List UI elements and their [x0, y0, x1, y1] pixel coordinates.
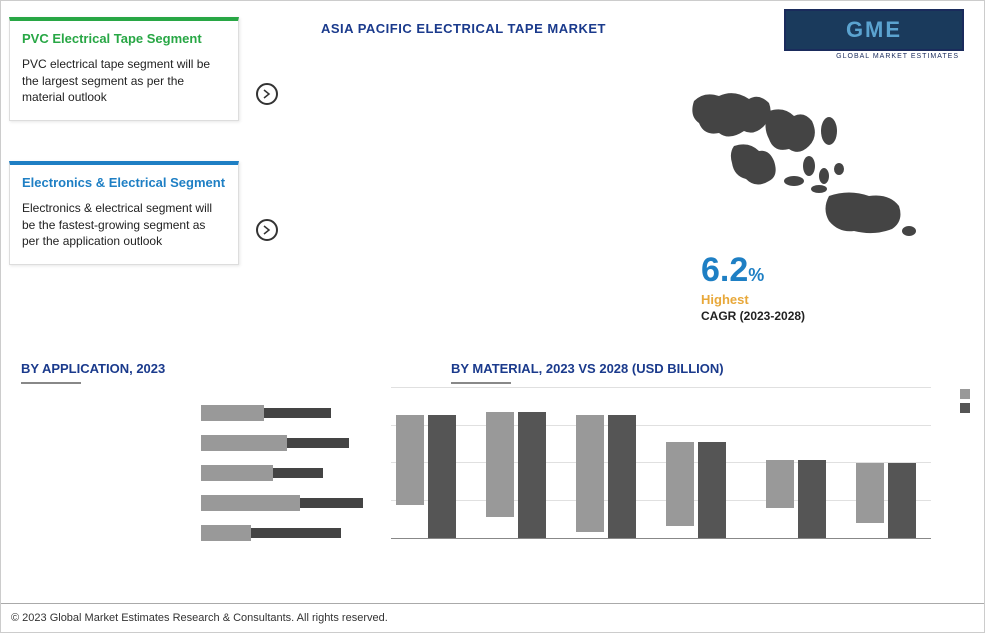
- cagr-value: 6.2%: [701, 251, 805, 290]
- card-title: Electronics & Electrical Segment: [22, 175, 226, 192]
- section-title-material: BY MATERIAL, 2023 VS 2028 (USD BILLION): [451, 361, 724, 384]
- hbar-row: [21, 491, 381, 515]
- segment-card-pvc: PVC Electrical Tape Segment PVC electric…: [9, 17, 239, 121]
- segment-card-electronics: Electronics & Electrical Segment Electro…: [9, 161, 239, 265]
- page-title: ASIA PACIFIC ELECTRICAL TAPE MARKET: [321, 21, 606, 36]
- material-bar-chart: [381, 389, 951, 569]
- bar-group: [851, 463, 921, 538]
- asia-pacific-map: [674, 81, 934, 241]
- divider: [1, 603, 984, 604]
- bar-group: [761, 460, 831, 538]
- chart-legend: [960, 389, 970, 417]
- chevron-right-icon: [256, 219, 278, 241]
- copyright: © 2023 Global Market Estimates Research …: [11, 612, 388, 624]
- section-title-application: BY APPLICATION, 2023: [21, 361, 165, 384]
- hbar-row: [21, 431, 381, 455]
- application-bar-chart: [21, 401, 381, 551]
- bar-group: [391, 415, 461, 538]
- logo-subtitle: GLOBAL MARKET ESTIMATES: [836, 53, 959, 60]
- cagr-stat: 6.2% Highest CAGR (2023-2028): [701, 251, 805, 323]
- card-body: Electronics & electrical segment will be…: [22, 200, 226, 250]
- card-body: PVC electrical tape segment will be the …: [22, 56, 226, 106]
- card-title: PVC Electrical Tape Segment: [22, 31, 226, 48]
- bar-group: [571, 415, 641, 538]
- cagr-label: Highest: [701, 292, 805, 307]
- hbar-row: [21, 461, 381, 485]
- cagr-sub: CAGR (2023-2028): [701, 309, 805, 323]
- chart-plot-area: [391, 389, 931, 539]
- logo-text: GME: [846, 17, 902, 43]
- bar-group: [661, 442, 731, 538]
- logo: GME: [784, 9, 964, 51]
- bar-group: [481, 412, 551, 538]
- hbar-row: [21, 521, 381, 545]
- legend-item: [960, 403, 970, 413]
- chevron-right-icon: [256, 83, 278, 105]
- hbar-row: [21, 401, 381, 425]
- legend-item: [960, 389, 970, 399]
